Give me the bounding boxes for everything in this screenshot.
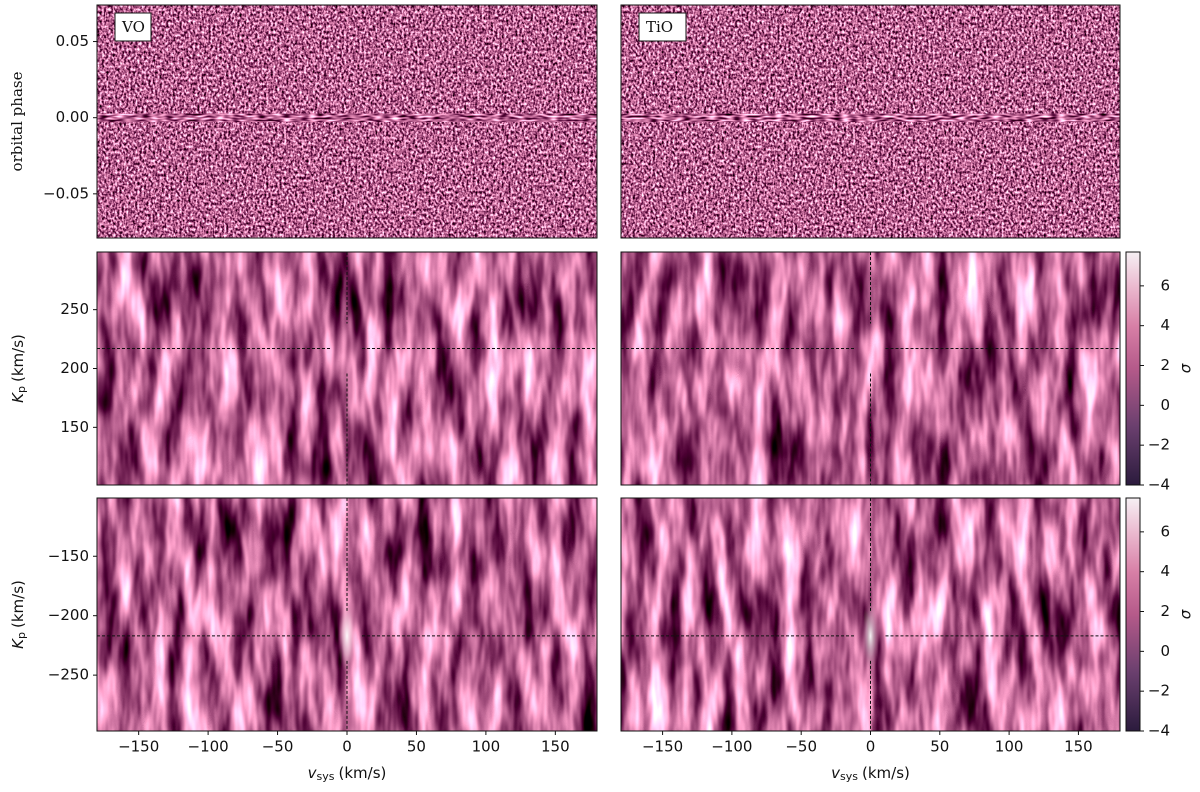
y-axis-label: Kp (km/s) xyxy=(9,580,29,649)
colorbar-tick-label: 4 xyxy=(1160,316,1170,334)
x-axis-label: vsys (km/s) xyxy=(308,764,387,784)
x-axis-label-unit: (km/s) xyxy=(862,764,910,782)
colorbar-tick-label: 0 xyxy=(1160,642,1170,660)
y-axis-label-subscript: p xyxy=(15,386,28,393)
colorbar-tick-label: 6 xyxy=(1160,276,1170,294)
y-axis-label-symbol: K xyxy=(9,638,27,649)
y-tick-label: 0.05 xyxy=(56,32,89,50)
y-tick-label: −200 xyxy=(48,606,89,624)
y-tick-label: −150 xyxy=(48,547,89,565)
x-tick-label: −150 xyxy=(642,738,683,756)
panel-frame xyxy=(620,251,1121,486)
colorbar-tick-label: 2 xyxy=(1160,356,1170,374)
colorbar-tick-label: −4 xyxy=(1148,476,1170,494)
y-axis-label-unit: (km/s) xyxy=(9,334,27,382)
panel-label: VO xyxy=(121,18,145,36)
x-axis-label: vsys (km/s) xyxy=(831,764,910,784)
colorbar-tick-label: 2 xyxy=(1160,602,1170,620)
panel-frame xyxy=(620,4,1121,239)
x-axis-label-symbol: v xyxy=(308,764,318,782)
y-axis-label-subscript: p xyxy=(15,632,28,639)
y-tick-label: 150 xyxy=(60,418,89,436)
x-axis-label-symbol: v xyxy=(831,764,841,782)
x-tick-label: 50 xyxy=(930,738,949,756)
y-axis-label: orbital phase xyxy=(8,71,26,171)
y-tick-label: −250 xyxy=(48,666,89,684)
colorbar xyxy=(1125,251,1141,486)
phase-band xyxy=(97,113,597,122)
phase-band xyxy=(621,113,1120,122)
x-axis-label-subscript: sys xyxy=(317,770,335,783)
colorbar-tick-label: −2 xyxy=(1148,682,1170,700)
x-tick-label: −50 xyxy=(785,738,817,756)
colorbar xyxy=(1125,497,1141,732)
panel-frame xyxy=(96,4,598,239)
x-tick-label: 0 xyxy=(342,738,352,756)
x-tick-label: 50 xyxy=(407,738,426,756)
colorbar-label: σ xyxy=(1177,363,1195,373)
colorbar-tick-label: 6 xyxy=(1160,522,1170,540)
panel-label: TiO xyxy=(646,18,673,36)
x-tick-label: 150 xyxy=(1064,738,1093,756)
colorbar-tick-label: 0 xyxy=(1160,396,1170,414)
y-axis-label: Kp (km/s) xyxy=(9,334,29,403)
colorbar-tick-label: −4 xyxy=(1148,722,1170,740)
panel-label-box xyxy=(638,12,687,42)
colorbar-tick-label: −2 xyxy=(1148,436,1170,454)
x-tick-label: 0 xyxy=(866,738,876,756)
x-tick-label: −150 xyxy=(118,738,159,756)
x-axis-label-unit: (km/s) xyxy=(339,764,387,782)
x-axis-label-subscript: sys xyxy=(840,770,858,783)
y-tick-label: −0.05 xyxy=(43,184,89,202)
x-tick-label: 100 xyxy=(995,738,1024,756)
y-axis-label-unit: (km/s) xyxy=(9,580,27,628)
colorbar-label: σ xyxy=(1177,609,1195,619)
x-tick-label: −100 xyxy=(711,738,752,756)
y-axis-label-symbol: K xyxy=(9,392,27,403)
signal-peak xyxy=(861,597,880,674)
colorbar-tick-label: 4 xyxy=(1160,562,1170,580)
y-tick-label: 200 xyxy=(60,359,89,377)
y-tick-label: 250 xyxy=(60,300,89,318)
x-tick-label: 150 xyxy=(541,738,570,756)
signal-peak xyxy=(338,597,356,674)
panel-label-box xyxy=(114,12,152,42)
x-tick-label: −100 xyxy=(188,738,229,756)
x-tick-label: −50 xyxy=(262,738,294,756)
x-tick-label: 100 xyxy=(472,738,501,756)
y-tick-label: 0.00 xyxy=(56,108,89,126)
